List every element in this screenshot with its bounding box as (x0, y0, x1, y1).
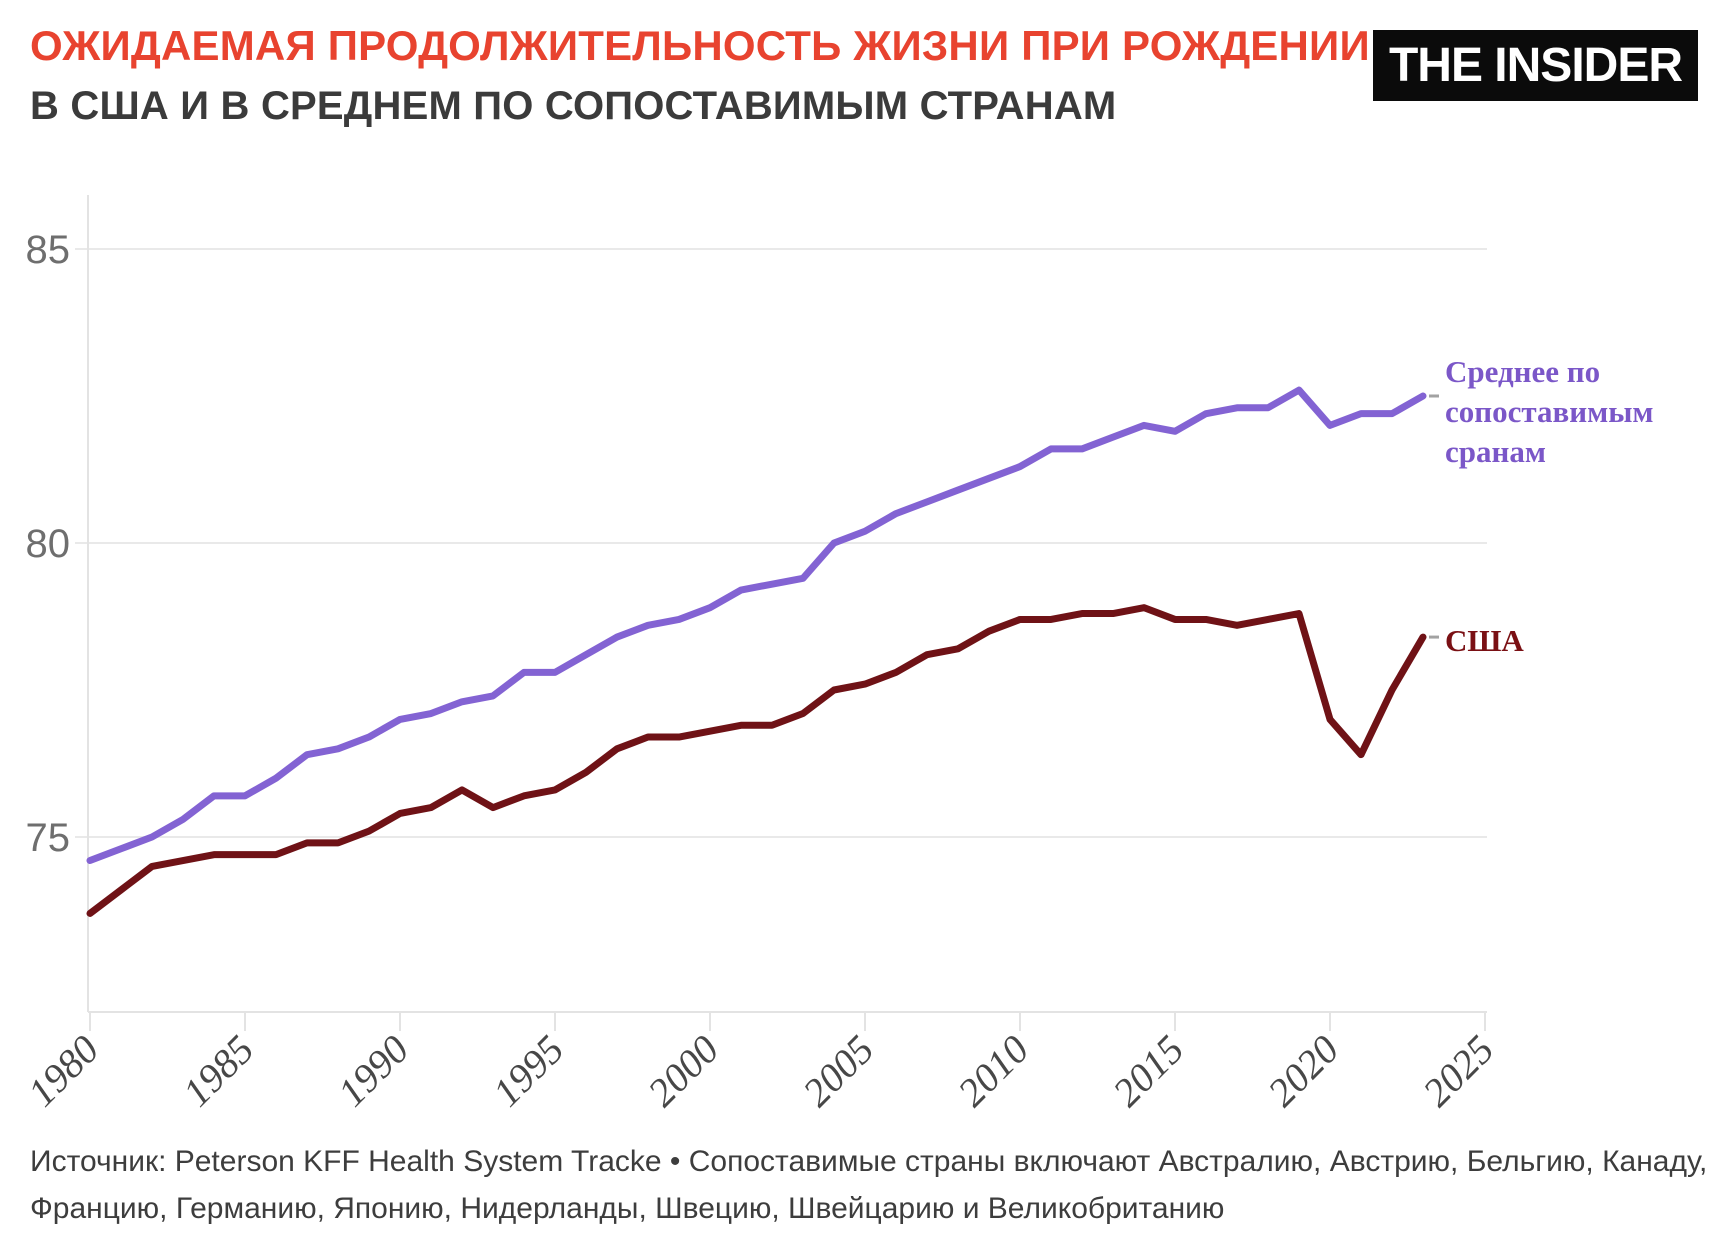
y-tick-label-85: 85 (26, 228, 71, 272)
x-tick-label-2015: 2015 (1104, 1027, 1192, 1115)
x-tick-label-2000: 2000 (639, 1027, 727, 1115)
series-label-comparable-avg: Среднее по (1445, 354, 1600, 389)
x-tick-label-1980: 1980 (19, 1027, 107, 1115)
series-line-comparable-avg (86, 386, 1427, 865)
series-label-us: США (1445, 623, 1524, 658)
chart-title: ОЖИДАЕМАЯ ПРОДОЛЖИТЕЛЬНОСТЬ ЖИЗНИ ПРИ РО… (30, 22, 1370, 69)
x-tick-label-1985: 1985 (174, 1027, 262, 1115)
the-insider-logo: THE INSIDER (1372, 30, 1698, 101)
source-note-line1: Источник: Peterson KFF Health System Tra… (30, 1145, 1708, 1178)
y-tick-label-75: 75 (26, 816, 71, 860)
chart-canvas: 75 80 85 1980 1985 1990 1995 2000 2005 2010 2015 20… (19, 195, 1654, 1115)
x-tick-label-1995: 1995 (484, 1027, 572, 1115)
source-note: Источник: Peterson KFF Health System Tra… (30, 1138, 1707, 1232)
series-label-comparable-avg: сопоставимым (1445, 394, 1654, 429)
line-chart: 75 80 85 1980 1985 1990 1995 2000 2005 2010 2015 20… (0, 160, 1732, 1160)
series-line-us (86, 604, 1427, 917)
y-tick-label-80: 80 (26, 522, 71, 566)
series-label-comparable-avg: сранам (1445, 434, 1546, 469)
x-tick-label-2025: 2025 (1414, 1027, 1502, 1115)
x-tick-label-2010: 2010 (949, 1027, 1037, 1115)
source-note-line2: Францию, Германию, Японию, Нидерланды, Ш… (30, 1192, 1225, 1225)
chart-subtitle: В США И В СРЕДНЕМ ПО СОПОСТАВИМЫМ СТРАНА… (30, 84, 1117, 128)
x-tick-label-2020: 2020 (1259, 1027, 1347, 1115)
x-tick-label-1990: 1990 (329, 1027, 417, 1115)
x-tick-label-2005: 2005 (794, 1027, 882, 1115)
